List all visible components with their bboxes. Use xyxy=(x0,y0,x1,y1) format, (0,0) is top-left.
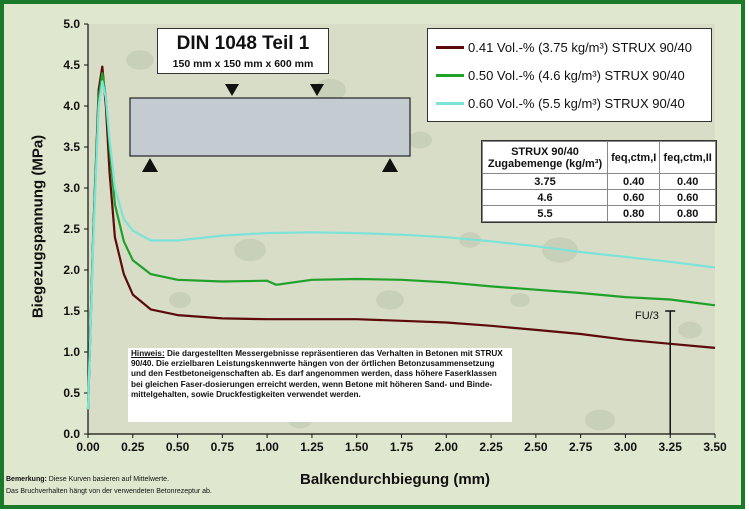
x-tick-label: 0.75 xyxy=(211,440,235,454)
texture-stone xyxy=(678,321,702,339)
x-tick-label: 1.00 xyxy=(255,440,279,454)
note-heading: Hinweis: xyxy=(131,349,165,358)
y-tick-label: 3.5 xyxy=(63,140,80,154)
legend-label: 0.50 Vol.-% (4.6 kg/m³) STRUX 90/40 xyxy=(468,67,685,83)
x-tick-label: 2.25 xyxy=(479,440,503,454)
support-point-icon xyxy=(382,158,398,172)
table-cell: 0.60 xyxy=(606,189,661,206)
x-tick-label: 2.50 xyxy=(524,440,548,454)
legend-item: 0.60 Vol.-% (5.5 kg/m³) STRUX 90/40 xyxy=(436,93,685,113)
din-subtitle: 150 mm x 150 mm x 600 mm xyxy=(172,58,314,70)
table-row: 4.6 0.60 0.60 xyxy=(482,189,716,206)
table-cell: 5.5 xyxy=(482,205,608,222)
y-tick-label: 1.5 xyxy=(63,304,80,318)
y-tick-label: 2.0 xyxy=(63,263,80,277)
table-row: 3.75 0.40 0.40 xyxy=(482,173,716,190)
x-tick-label: 1.75 xyxy=(390,440,414,454)
texture-stone xyxy=(126,50,154,70)
y-tick-label: 1.0 xyxy=(63,345,80,359)
x-tick-label: 3.00 xyxy=(614,440,638,454)
series-line-2 xyxy=(86,80,716,410)
legend-swatch xyxy=(436,101,464,105)
texture-stone xyxy=(585,409,615,431)
table-cell: 3.75 xyxy=(482,173,608,190)
table-cell: 0.40 xyxy=(659,173,716,190)
y-tick-label: 2.5 xyxy=(63,222,80,236)
x-tick-label: 1.50 xyxy=(345,440,369,454)
x-tick-label: 2.75 xyxy=(569,440,593,454)
load-point-icon xyxy=(225,84,239,96)
legend-swatch xyxy=(436,73,464,77)
legend-item: 0.41 Vol.-% (3.75 kg/m³) STRUX 90/40 xyxy=(436,37,692,57)
table-cell: 0.80 xyxy=(606,205,661,222)
x-tick-label: 3.25 xyxy=(659,440,683,454)
x-tick-label: 3.50 xyxy=(703,440,727,454)
texture-stone xyxy=(169,292,191,308)
load-point-icon xyxy=(310,84,324,96)
y-tick-label: 4.5 xyxy=(63,58,80,72)
texture-stone xyxy=(510,293,530,307)
din-box: DIN 1048 Teil 1 150 mm x 150 mm x 600 mm xyxy=(157,28,329,74)
x-tick-label: 0.50 xyxy=(166,440,190,454)
dosage-table: STRUX 90/40 Zugabemenge (kg/m³) feq,ctm,… xyxy=(481,140,717,223)
table-cell: 0.80 xyxy=(659,205,716,222)
footnote-1-text: Diese Kurven basieren auf Mittelwerte. xyxy=(48,476,170,483)
texture-stone xyxy=(408,131,432,149)
legend: 0.41 Vol.-% (3.75 kg/m³) STRUX 90/40 0.5… xyxy=(427,28,712,122)
x-tick-label: 0.00 xyxy=(76,440,100,454)
series-lines xyxy=(86,65,716,410)
legend-item: 0.50 Vol.-% (4.6 kg/m³) STRUX 90/40 xyxy=(436,65,685,85)
y-tick-label: 0.5 xyxy=(63,386,80,400)
footnote-1-bold: Bemerkung: xyxy=(6,476,47,483)
table-header-row: STRUX 90/40 Zugabemenge (kg/m³) feq,ctm,… xyxy=(482,141,716,174)
y-tick-label: 5.0 xyxy=(63,17,80,31)
texture-stone xyxy=(234,238,266,262)
table-cell: 0.60 xyxy=(659,189,716,206)
texture-stone xyxy=(376,290,404,310)
y-tick-label: 4.0 xyxy=(63,99,80,113)
footnote-1: Bemerkung: Diese Kurven basieren auf Mit… xyxy=(6,476,169,483)
x-tick-label: 1.25 xyxy=(300,440,324,454)
x-tick-label: 2.00 xyxy=(435,440,459,454)
table-header-cell: feq,ctm,II xyxy=(659,141,716,174)
y-tick-label: 3.0 xyxy=(63,181,80,195)
table-cell: 0.40 xyxy=(606,173,661,190)
legend-swatch xyxy=(436,45,464,49)
x-tick-label: 0.25 xyxy=(121,440,145,454)
y-axis-label: Biegezugspannung (MPa) xyxy=(29,134,47,319)
table-cell: 4.6 xyxy=(482,189,608,206)
legend-label: 0.41 Vol.-% (3.75 kg/m³) STRUX 90/40 xyxy=(468,39,692,55)
table-row: 5.5 0.80 0.80 xyxy=(482,205,716,222)
beam-diagram xyxy=(129,84,411,172)
y-tick-label: 0.0 xyxy=(63,427,80,441)
note-box: Hinweis: Die dargestellten Messergebniss… xyxy=(128,348,512,422)
fu-marker xyxy=(665,310,676,434)
din-title: DIN 1048 Teil 1 xyxy=(176,33,310,54)
fu-label: FU/3 xyxy=(635,310,659,322)
note-text: Die dargestellten Messergebnisse repräse… xyxy=(131,349,503,399)
footnote-2: Das Bruchverhalten hängt von der verwend… xyxy=(6,488,212,495)
beam-body xyxy=(129,97,411,157)
support-point-icon xyxy=(142,158,158,172)
legend-label: 0.60 Vol.-% (5.5 kg/m³) STRUX 90/40 xyxy=(468,95,685,111)
table-header-cell: feq,ctm,I xyxy=(606,141,661,174)
table-header-cell: STRUX 90/40 Zugabemenge (kg/m³) xyxy=(482,141,608,174)
x-axis-label: Balkendurchbiegung (mm) xyxy=(300,471,491,488)
